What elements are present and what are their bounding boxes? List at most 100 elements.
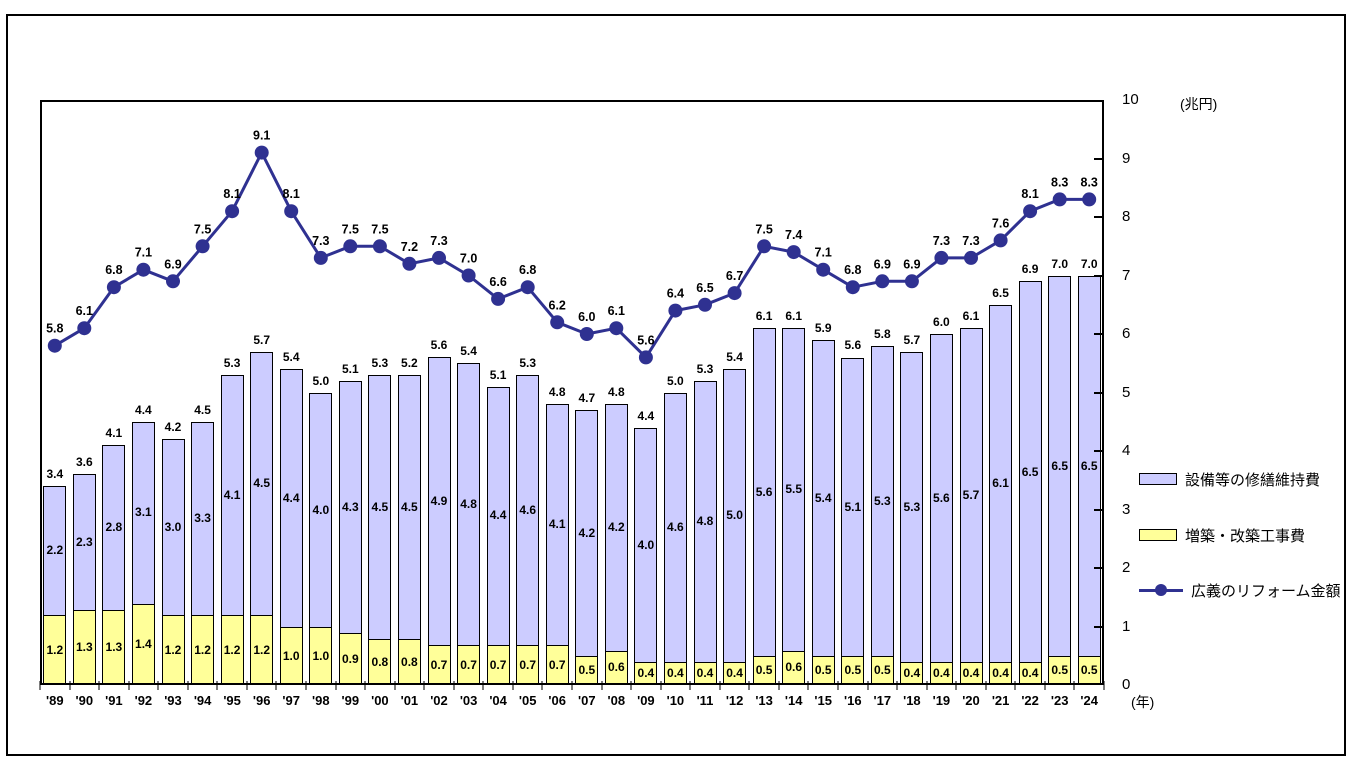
x-axis-year-label: '94 [193,693,212,708]
bar-total-label: 4.4 [637,408,655,423]
bar-value-label-extension: 1.0 [282,648,300,663]
x-axis-year-label: '20 [962,693,980,708]
bar-total-label: 6.1 [755,309,773,324]
line-value-label: 7.3 [312,234,329,248]
bar-value-label-maintenance: 4.0 [312,502,330,517]
y-axis-tick [1094,567,1102,569]
line-marker [934,250,949,265]
bar-value-label-maintenance: 4.5 [253,476,271,491]
y-axis-tick [1094,391,1102,394]
bar-total-label: 5.4 [282,350,300,365]
x-axis-year-label: '13 [755,693,773,708]
line-value-label: 8.1 [283,187,300,201]
bar-segment-maintenance [427,357,451,646]
bar-segment-maintenance [870,345,894,658]
bar-total-label: 4.7 [578,391,596,405]
bar-segment-maintenance [634,427,658,664]
bar-segment-maintenance [486,386,510,646]
bar-total-label: 5.2 [401,355,418,370]
line-marker [461,268,476,283]
x-axis-year-label: '04 [489,693,507,708]
x-axis-year-label: '15 [814,693,832,708]
line-series-layer: 5.8 6.1 6.8 7.1 6.9 7.5 8.1 9.1 8.1 7.3 7.5 7.5 7.2 7… [46,129,1098,365]
line-value-label: 5.8 [46,322,63,336]
x-axis-tick [68,681,71,690]
bar-value-label-maintenance: 2.8 [105,520,123,535]
x-axis-tick [452,681,455,690]
bar-value-label-extension: 0.6 [607,660,625,675]
y-axis-tick-label: 4 [1122,442,1131,459]
bar-value-label-maintenance: 5.6 [755,485,773,499]
line-marker [845,280,860,295]
line-value-label: 6.9 [903,257,920,271]
bar-value-label-extension: 0.5 [755,663,773,678]
outer-border-frame [6,14,1346,756]
line-marker [698,297,712,312]
line-marker [786,245,801,260]
x-axis-tick [482,681,485,690]
bar-total-label: 3.4 [46,467,64,482]
line-marker [609,321,624,336]
bar-segment-maintenance [72,474,96,611]
extension-bar-swatch-icon [1139,529,1177,541]
line-value-label: 7.2 [401,240,418,254]
line-value-label: 6.8 [105,263,122,277]
bar-total-label: 5.3 [696,361,714,376]
line-value-label: 6.2 [549,298,566,312]
bar-segment-maintenance [811,339,835,658]
bar-total-label: 5.0 [667,373,684,388]
bar-value-label-maintenance: 4.1 [548,517,566,532]
maintenance-bar-swatch-icon [1139,473,1177,485]
bar-segment-maintenance [900,351,924,664]
bar-total-label: 4.1 [105,426,123,441]
bar-segment-maintenance [693,380,717,664]
line-marker [195,239,210,254]
x-axis-year-label: '19 [932,693,951,708]
y-axis-tick-label: 8 [1122,208,1131,225]
bar-segment-maintenance [338,380,362,634]
x-axis-year-label: '90 [75,693,94,708]
line-value-label: 8.3 [1081,175,1098,189]
bar-total-label: 5.3 [371,355,389,370]
bar-value-label-extension: 0.7 [430,657,448,672]
x-axis-tick [571,681,573,690]
y-axis-tick [1094,333,1102,335]
bar-segment-maintenance [841,357,865,658]
y-axis-tick [1094,274,1102,277]
bar-segment-maintenance [457,363,481,646]
line-value-label: 6.8 [519,263,536,277]
line-value-label: 6.6 [489,275,506,289]
bar-value-label-maintenance: 4.8 [460,496,477,511]
x-axis-year-label: '06 [548,693,566,708]
x-axis-tick [98,681,101,690]
bar-total-label: 4.5 [194,402,211,417]
line-marker [284,204,299,219]
line-marker [1082,192,1097,207]
y-axis-tick-label: 7 [1122,266,1131,284]
line-marker [402,256,417,271]
x-axis-tick [541,681,544,690]
line-marker [579,327,594,341]
x-axis-year-label: '07 [578,693,596,708]
y-axis-tick [1094,157,1102,160]
line-value-label: 9.1 [253,129,270,143]
bar-value-label-extension: 1.3 [75,640,93,654]
bar-value-label-maintenance: 5.1 [844,499,862,514]
bar-value-label-maintenance: 3.3 [194,511,211,526]
legend-label-extension: 増築・改築工事費 [1185,527,1306,545]
x-axis-tick [984,681,987,690]
y-axis-tick-label: 3 [1122,500,1131,518]
line-marker [343,239,358,254]
bar-segment-maintenance [959,328,983,664]
x-axis-tick [866,681,869,690]
bar-value-label-maintenance: 5.3 [873,493,891,508]
bar-value-label-extension: 0.8 [401,654,418,669]
x-axis-tick [689,681,692,690]
bar-segment-maintenance [575,410,599,658]
legend-label-maintenance: 設備等の修繕維持費 [1185,471,1321,489]
bar-total-label: 6.0 [933,315,950,329]
x-axis-year-label: '18 [903,693,921,708]
bar-segment-maintenance [782,328,806,652]
bar-value-label-extension: 0.4 [667,666,684,681]
